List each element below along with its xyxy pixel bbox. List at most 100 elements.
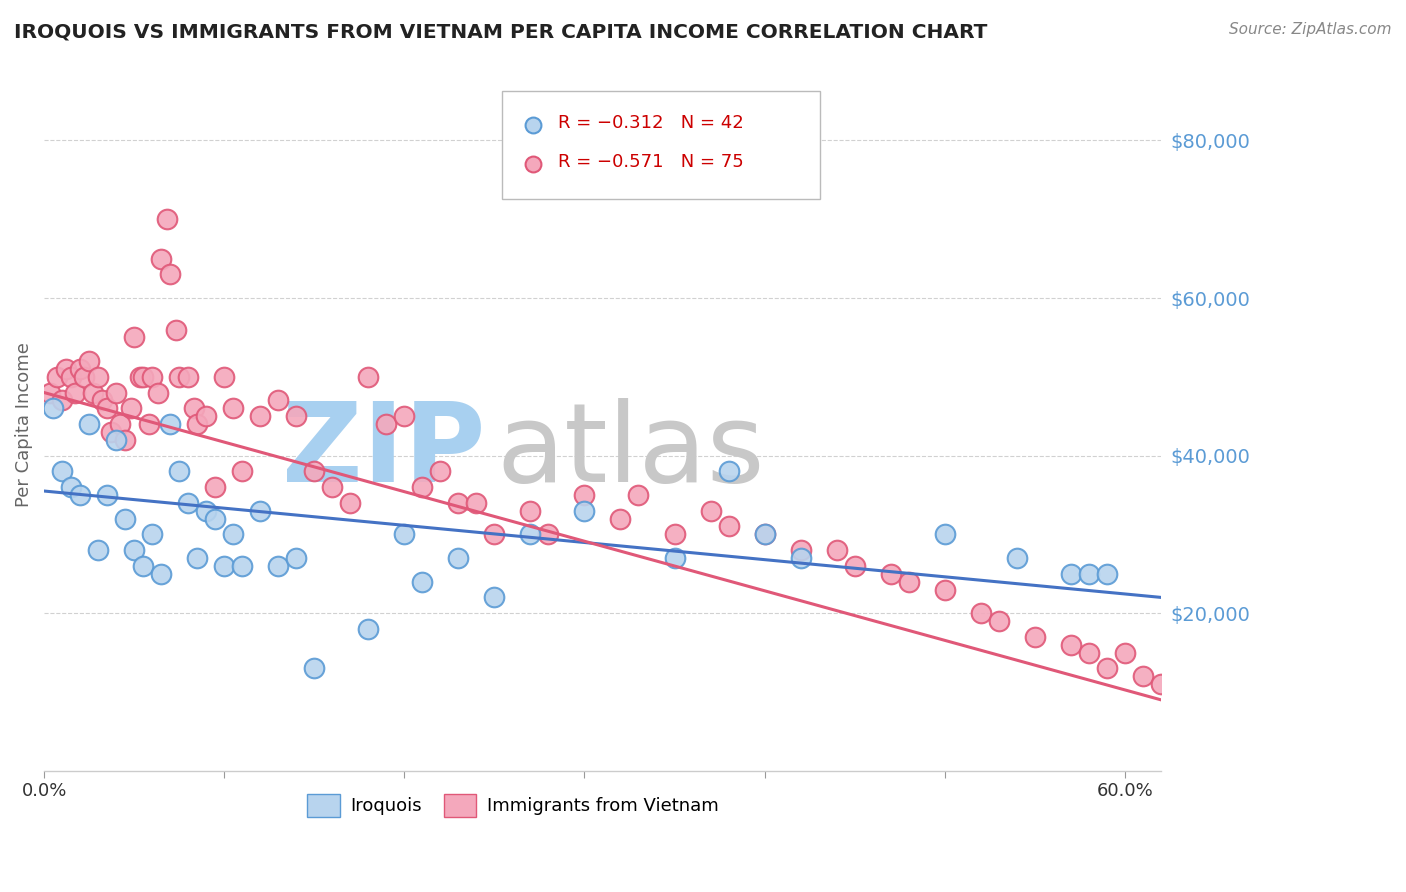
Point <box>519 527 541 541</box>
Point <box>249 409 271 424</box>
Point <box>821 764 844 778</box>
Point <box>357 369 380 384</box>
Point <box>222 401 245 416</box>
Text: ZIP: ZIP <box>281 399 485 505</box>
Point <box>132 369 155 384</box>
Point <box>1060 638 1083 652</box>
Point <box>1095 566 1118 581</box>
Point <box>411 574 433 589</box>
Point <box>155 212 177 227</box>
Point <box>177 369 200 384</box>
Point <box>789 543 811 558</box>
Point <box>717 464 740 478</box>
Point <box>55 362 77 376</box>
Point <box>267 393 290 408</box>
Point <box>138 417 160 431</box>
Point <box>183 401 205 416</box>
Point <box>664 527 686 541</box>
Point <box>63 385 86 400</box>
Point <box>754 527 776 541</box>
Point <box>150 252 173 266</box>
Point <box>1024 630 1046 644</box>
Point <box>664 551 686 566</box>
Point <box>177 496 200 510</box>
Point <box>934 582 956 597</box>
Point <box>141 527 163 541</box>
Point <box>304 661 326 675</box>
Point <box>429 464 451 478</box>
Point <box>212 558 235 573</box>
Point <box>411 480 433 494</box>
Point <box>165 322 187 336</box>
Point <box>447 496 470 510</box>
Y-axis label: Per Capita Income: Per Capita Income <box>15 342 32 507</box>
Point <box>45 369 67 384</box>
Point <box>970 606 993 620</box>
Point <box>394 527 416 541</box>
Point <box>1114 646 1136 660</box>
Point <box>87 369 110 384</box>
Point <box>717 519 740 533</box>
Point <box>122 543 145 558</box>
Point <box>51 464 73 478</box>
Point <box>128 369 150 384</box>
Point <box>212 369 235 384</box>
Text: IROQUOIS VS IMMIGRANTS FROM VIETNAM PER CAPITA INCOME CORRELATION CHART: IROQUOIS VS IMMIGRANTS FROM VIETNAM PER … <box>14 22 987 41</box>
Point <box>222 527 245 541</box>
Point <box>204 480 226 494</box>
Point <box>574 488 596 502</box>
Point <box>484 591 506 605</box>
Point <box>90 393 112 408</box>
Point <box>186 417 208 431</box>
Point <box>484 527 506 541</box>
Point <box>231 464 253 478</box>
Point <box>609 511 631 525</box>
Point <box>897 574 920 589</box>
Point <box>821 764 844 778</box>
Point <box>87 543 110 558</box>
Point <box>231 558 253 573</box>
Point <box>114 511 136 525</box>
Point <box>195 504 218 518</box>
Text: atlas: atlas <box>496 399 765 505</box>
Point <box>574 504 596 518</box>
Point <box>285 409 308 424</box>
Point <box>73 369 96 384</box>
Point <box>132 558 155 573</box>
Point <box>375 417 398 431</box>
Point <box>789 551 811 566</box>
Point <box>267 558 290 573</box>
Point <box>519 504 541 518</box>
Point <box>339 496 361 510</box>
Point <box>114 433 136 447</box>
Point <box>51 393 73 408</box>
Point <box>159 417 181 431</box>
Point <box>754 527 776 541</box>
Point <box>304 464 326 478</box>
Point <box>195 409 218 424</box>
Point <box>120 401 142 416</box>
Point <box>321 480 343 494</box>
Point <box>1077 566 1099 581</box>
Point <box>105 433 128 447</box>
Point <box>38 385 60 400</box>
Point <box>150 566 173 581</box>
Text: R = −0.312   N = 42: R = −0.312 N = 42 <box>558 113 744 131</box>
Point <box>69 362 91 376</box>
Point <box>159 268 181 282</box>
Point <box>146 385 169 400</box>
Point <box>1150 677 1173 691</box>
Point <box>60 480 83 494</box>
FancyBboxPatch shape <box>502 91 820 199</box>
Legend: Iroquois, Immigrants from Vietnam: Iroquois, Immigrants from Vietnam <box>299 787 725 824</box>
Point <box>1132 669 1154 683</box>
Point <box>357 622 380 636</box>
Point <box>879 566 901 581</box>
Point <box>1005 551 1028 566</box>
Point <box>987 614 1010 628</box>
Point <box>167 464 190 478</box>
Point <box>42 401 65 416</box>
Point <box>69 488 91 502</box>
Text: R = −0.571   N = 75: R = −0.571 N = 75 <box>558 153 744 171</box>
Point <box>204 511 226 525</box>
